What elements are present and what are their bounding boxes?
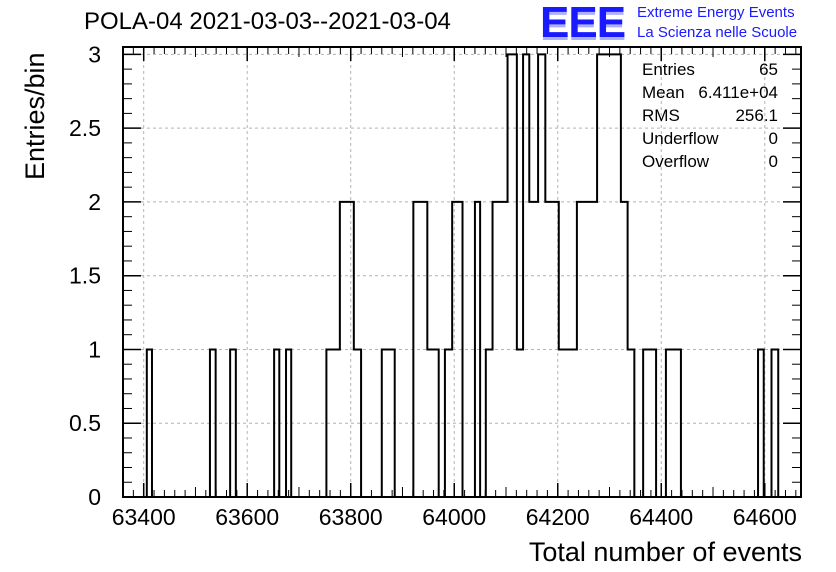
stats-value: 0 <box>768 152 778 171</box>
y-tick-label: 1.5 <box>69 263 101 289</box>
y-axis-title: Entries/bin <box>20 52 50 180</box>
stats-label: Overflow <box>642 152 710 171</box>
stats-label: RMS <box>642 106 680 125</box>
x-tick-label: 63600 <box>215 504 279 530</box>
stats-box: Entries 65 Mean 6.411e+04 RMS 256.1 Unde… <box>640 60 780 175</box>
x-tick-label: 64400 <box>629 504 693 530</box>
y-tick-label: 0.5 <box>69 410 101 436</box>
stats-row-overflow: Overflow 0 <box>640 152 780 175</box>
chart-title: POLA-04 2021-03-03--2021-03-04 <box>84 8 451 35</box>
y-tick-label: 2 <box>88 189 101 215</box>
y-tick-label: 2.5 <box>69 115 101 141</box>
y-tick-label: 3 <box>88 41 101 67</box>
x-tick-label: 64200 <box>526 504 590 530</box>
x-tick-label: 64600 <box>733 504 797 530</box>
x-axis-title: Total number of events <box>528 537 802 567</box>
stats-value: 256.1 <box>735 106 778 125</box>
stats-row-entries: Entries 65 <box>640 60 780 83</box>
axis-ticks <box>123 47 801 498</box>
stats-value: 6.411e+04 <box>698 83 778 102</box>
stats-row-mean: Mean 6.411e+04 <box>640 83 780 106</box>
stats-value: 65 <box>759 60 778 79</box>
stats-label: Entries <box>642 60 695 79</box>
x-tick-label: 64000 <box>422 504 486 530</box>
plot-frame <box>122 46 802 498</box>
y-tick-label: 1 <box>88 336 101 362</box>
logo-caption-line1: Extreme Energy Events <box>637 4 795 21</box>
tick-labels: 63400 63600 63800 64000 64200 64400 64600 0 0.5 1… <box>69 41 797 530</box>
stats-value: 0 <box>768 129 778 148</box>
eee-logo: EEE <box>540 0 626 47</box>
stats-row-rms: RMS 256.1 <box>640 106 780 129</box>
y-tick-label: 0 <box>88 484 101 510</box>
x-tick-label: 63800 <box>319 504 383 530</box>
logo-caption-line2: La Scienza nelle Scuole <box>637 24 798 41</box>
x-tick-label: 63400 <box>112 504 176 530</box>
stats-label: Mean <box>642 83 685 102</box>
stats-label: Underflow <box>642 129 719 148</box>
stats-row-underflow: Underflow 0 <box>640 129 780 152</box>
